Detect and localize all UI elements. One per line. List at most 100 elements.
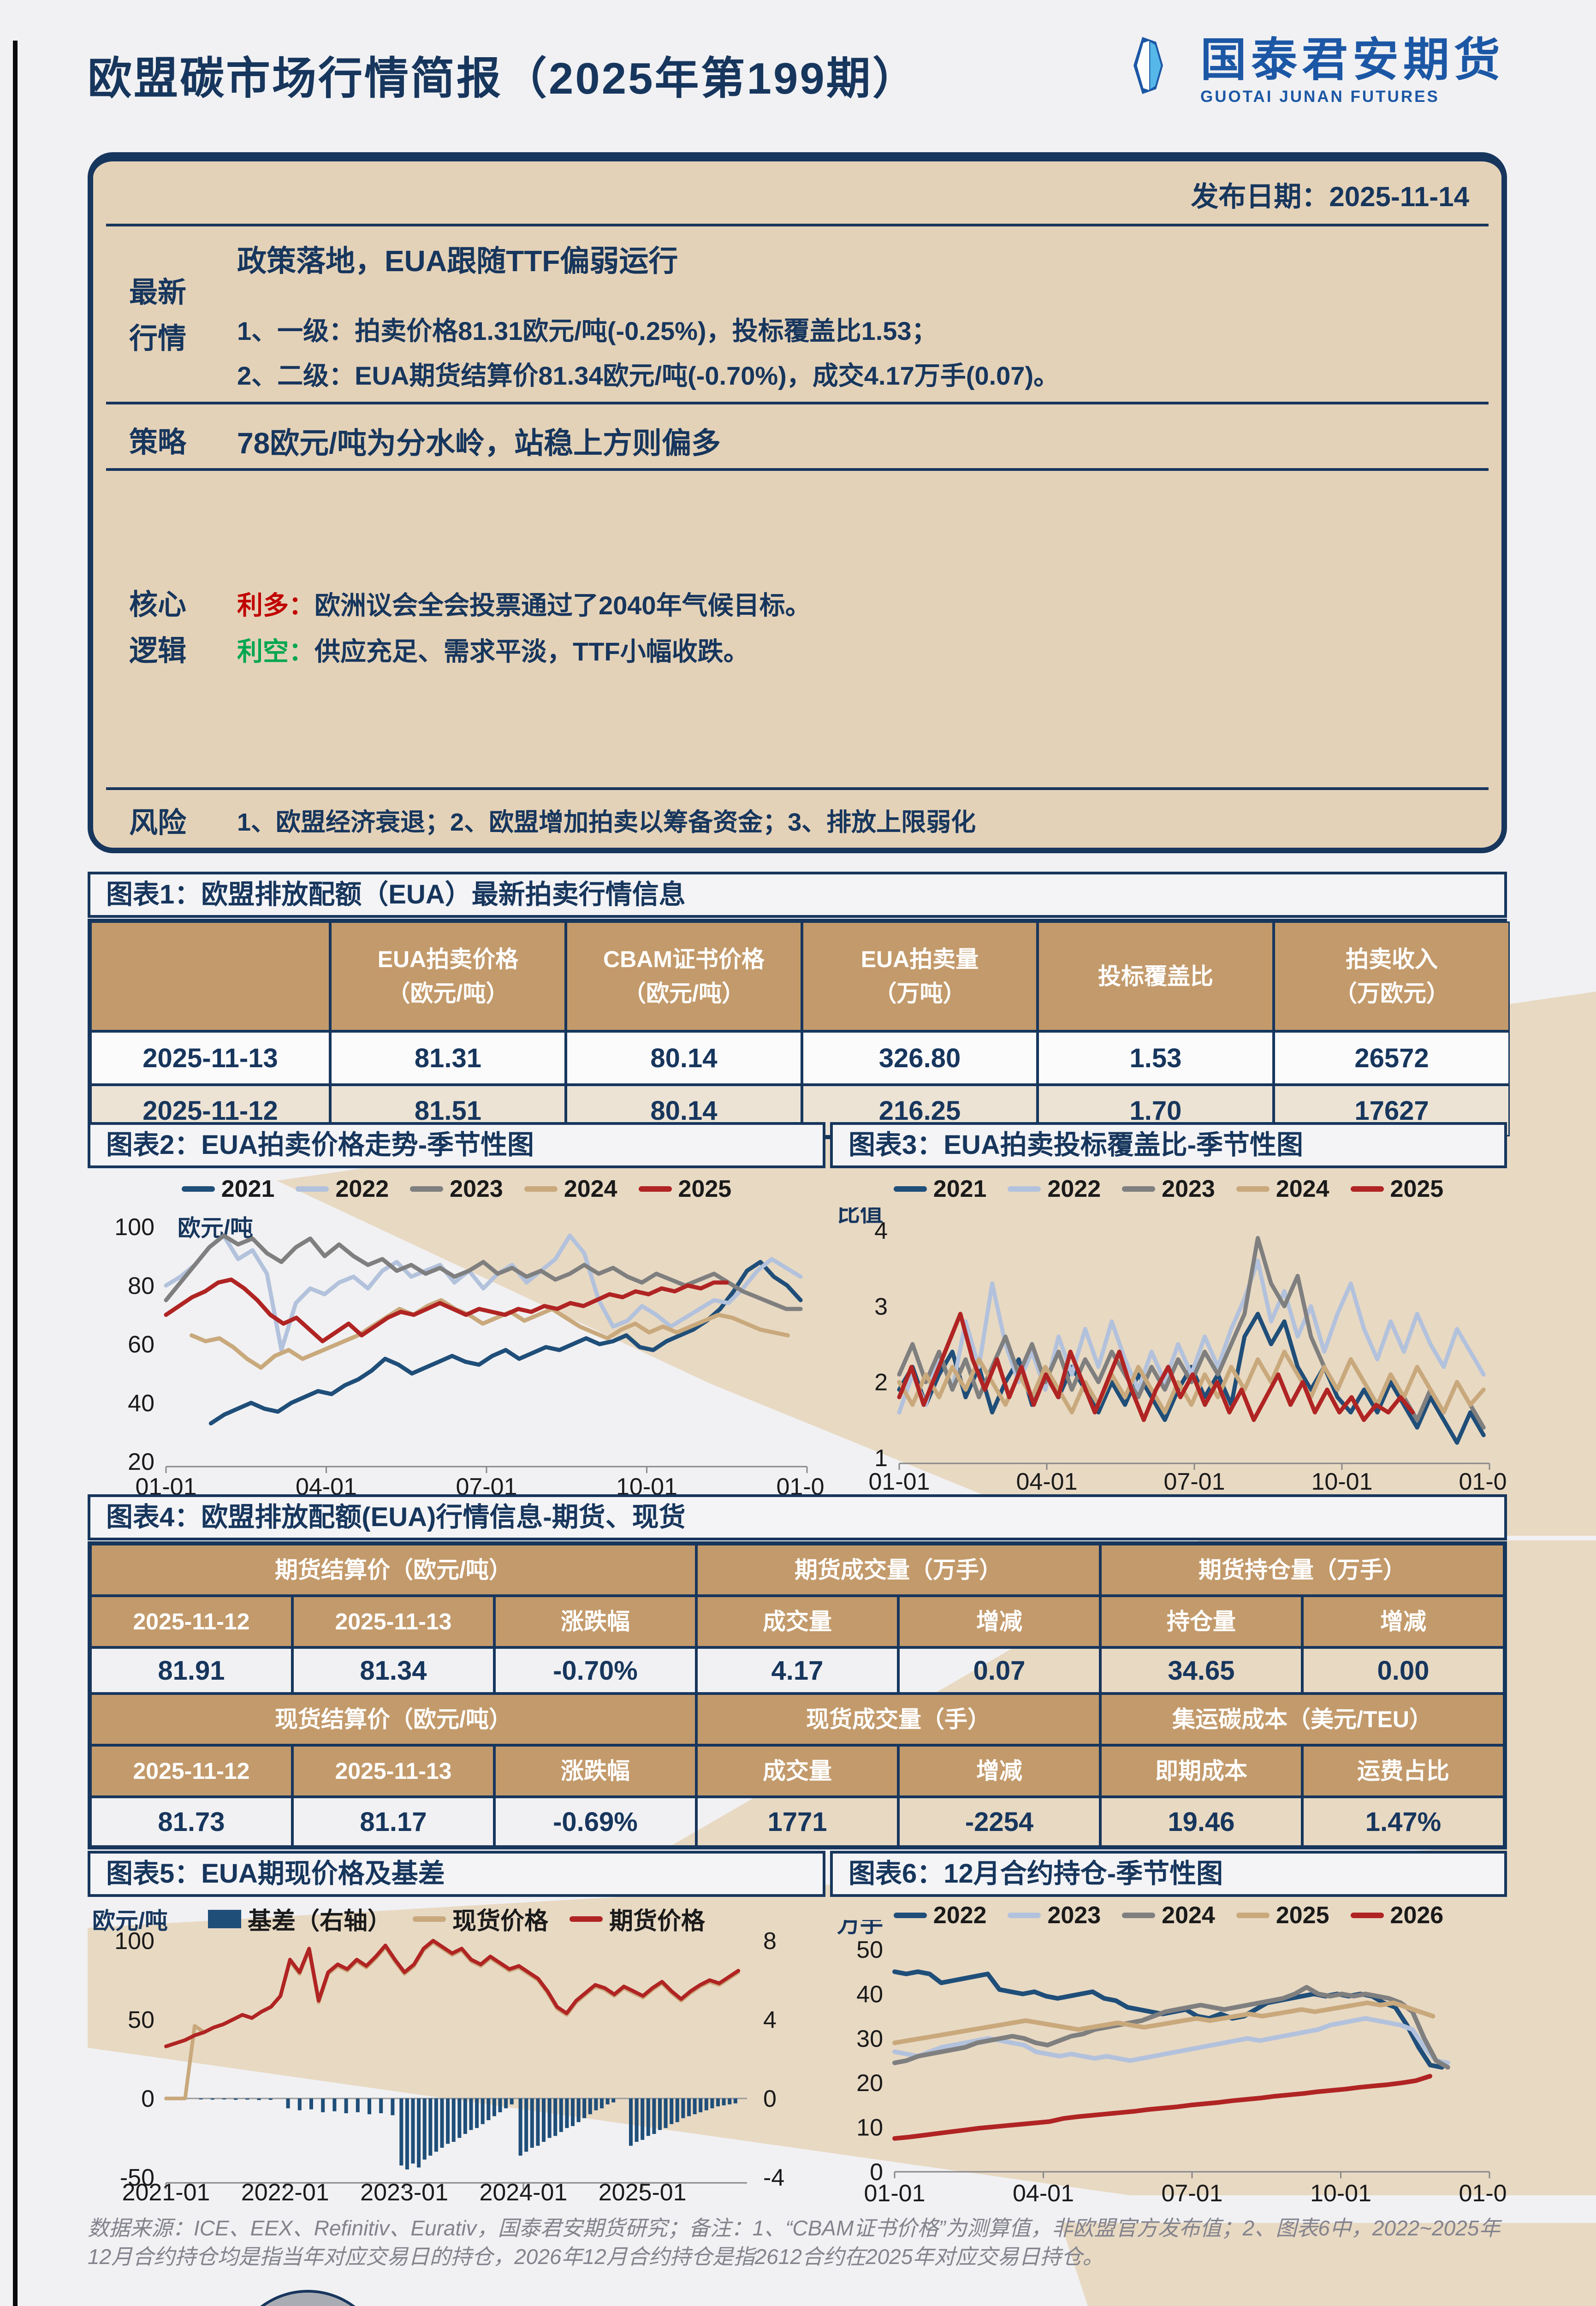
svg-text:0: 0: [141, 2086, 154, 2112]
bearish-text: 供应充足、需求平淡，TTF小幅收跌。: [314, 637, 749, 666]
table4-cell: 81.17: [292, 1797, 494, 1847]
table4-cell: 81.73: [90, 1797, 292, 1847]
svg-text:04-01: 04-01: [1013, 2180, 1074, 2207]
legend-item: 2026: [1350, 1902, 1444, 1929]
table4-group-header: 现货成交量（手）: [696, 1694, 1100, 1745]
table1-cell: 2025-11-13: [90, 1031, 330, 1085]
table1-header-cell: EUA拍卖量 （万吨）: [802, 921, 1038, 1031]
legend-swatch: [412, 1916, 446, 1922]
axis-unit-label: 欧元/吨: [92, 1908, 168, 1934]
legend-label: 2026: [1390, 1902, 1444, 1929]
strategy-label: 策略: [129, 427, 187, 458]
chart3-legend: 2021 2022 2023 2024 2025: [830, 1175, 1507, 1203]
legend-swatch: [893, 1913, 927, 1918]
legend-swatch: [1008, 1913, 1041, 1918]
legend-label: 2025: [678, 1176, 732, 1202]
chart5-legend: 欧元/吨 基差（右轴） 现货价格 期货价格: [88, 1902, 825, 1936]
svg-text:20: 20: [856, 2070, 883, 2097]
legend-swatch: [181, 1186, 215, 1192]
legend-swatch: [1350, 1186, 1384, 1192]
chart3-panel: 图表3：EUA拍卖投标覆盖比-季节性图 2021 2022 2023 2024 2025…: [830, 1122, 1507, 1533]
table4: 期货结算价（欧元/吨） 期货成交量（万手） 期货持仓量（万手） 2025-11-…: [88, 1541, 1507, 1849]
bullish-line: 利多：欧洲议会全会投票通过了2040年气候目标。: [237, 585, 811, 622]
legend-item: 期货价格: [570, 1902, 705, 1936]
legend-label: 2023: [450, 1176, 503, 1202]
svg-text:10-01: 10-01: [1311, 1468, 1373, 1495]
table4-group-header: 期货结算价（欧元/吨）: [90, 1544, 696, 1596]
table4-sub-header: 增减: [898, 1596, 1100, 1647]
page-edge-line: [13, 41, 18, 2306]
svg-text:4: 4: [874, 1218, 888, 1244]
svg-text:-4: -4: [763, 2164, 784, 2191]
divider: [106, 402, 1489, 404]
table4-sub-header: 持仓量: [1100, 1596, 1302, 1647]
table4-sub-header: 增减: [898, 1745, 1100, 1797]
svg-text:20: 20: [128, 1449, 154, 1475]
table4-sub-header: 2025-11-12: [90, 1596, 292, 1647]
chart2-panel: 图表2：EUA拍卖价格走势-季节性图 2021 2022 2023 2024 2025 …: [88, 1122, 825, 1533]
legend-label: 期货价格: [609, 1908, 706, 1935]
table1-cell: 1.53: [1038, 1031, 1274, 1085]
legend-label: 2024: [1276, 1176, 1329, 1202]
table4-cell: 1771: [696, 1797, 898, 1847]
chart2-title: 图表2：EUA拍卖价格走势-季节性图: [88, 1122, 825, 1168]
table4-sub-header: 成交量: [696, 1745, 898, 1797]
legend-label: 2023: [1047, 1902, 1101, 1929]
latest-line-2: 2、二级：EUA期货结算价81.34欧元/吨(-0.70%)，成交4.17万手(…: [237, 361, 1060, 390]
table4-group-header: 集运碳成本（美元/TEU）: [1100, 1694, 1504, 1745]
legend-item: 2023: [410, 1175, 503, 1203]
legend-item: 2022: [893, 1902, 987, 1929]
svg-text:2: 2: [874, 1369, 888, 1396]
table4-sub-header: 2025-11-13: [292, 1596, 494, 1647]
legend-swatch: [1122, 1913, 1156, 1918]
svg-text:0: 0: [763, 2086, 777, 2112]
svg-text:2022-01: 2022-01: [241, 2179, 329, 2206]
core-logic-label: 核心 逻辑: [129, 589, 187, 667]
table4-group-header: 现货结算价（欧元/吨）: [90, 1694, 696, 1745]
legend-label: 基差（右轴）: [247, 1908, 392, 1935]
table1-title: 图表1：欧盟排放配额（EUA）最新拍卖行情信息: [88, 872, 1507, 918]
svg-text:40: 40: [128, 1390, 154, 1417]
bearish-label: 利空：: [237, 637, 314, 666]
divider: [106, 468, 1489, 471]
legend-label: 2024: [564, 1176, 617, 1202]
svg-text:2025-01: 2025-01: [599, 2179, 687, 2206]
table4-cell: 19.46: [1100, 1797, 1302, 1847]
legend-swatch: [524, 1186, 558, 1192]
chart3-title: 图表3：EUA拍卖投标覆盖比-季节性图: [830, 1122, 1507, 1168]
chart5-canvas: 100 50 0 -50 8 4 0 -4 2021-01 2022-01 2023-01 2024-…: [88, 1920, 825, 2224]
svg-text:8: 8: [763, 1928, 777, 1955]
bullish-label: 利多：: [237, 591, 314, 620]
legend-swatch: [1350, 1913, 1384, 1918]
table4-cell: 34.65: [1100, 1647, 1302, 1694]
svg-text:-50: -50: [120, 2164, 154, 2191]
legend-label: 2023: [1162, 1176, 1215, 1202]
table4-cell: 81.34: [292, 1647, 494, 1694]
chart5-panel: 图表5：EUA期现价格及基差 欧元/吨 基差（右轴） 现货价格 期货价格 100 50 0…: [88, 1851, 825, 2234]
table1-header-cell: EUA拍卖价格 （欧元/吨）: [330, 921, 566, 1031]
table4-cell-change: -0.69%: [494, 1797, 696, 1847]
table4-cell: 4.17: [696, 1647, 898, 1694]
table1-header-cell: CBAM证书价格 （欧元/吨）: [566, 921, 802, 1031]
brand-name-en: GUOTAI JUNAN FUTURES: [1200, 88, 1440, 106]
latest-headline: 政策落地，EUA跟随TTF偏弱运行: [237, 244, 678, 278]
svg-text:80: 80: [128, 1272, 154, 1299]
svg-text:10-01: 10-01: [1310, 2180, 1371, 2207]
brand-logo-icon: [1133, 37, 1163, 94]
table4-cell: 0.07: [898, 1647, 1100, 1694]
legend-label: 2025: [1390, 1176, 1444, 1202]
legend-item: 2023: [1008, 1902, 1101, 1929]
page-title: 欧盟碳市场行情简报（2025年第199期）: [88, 54, 919, 103]
legend-label: 2022: [933, 1902, 987, 1929]
svg-text:50: 50: [856, 1937, 883, 1963]
svg-text:2024-01: 2024-01: [479, 2179, 567, 2206]
legend-swatch: [1236, 1913, 1270, 1918]
legend-swatch: [410, 1186, 444, 1192]
legend-item: 2025: [1350, 1175, 1444, 1203]
svg-text:60: 60: [128, 1331, 154, 1358]
latest-line-1: 1、一级：拍卖价格81.31欧元/吨(-0.25%)，投标覆盖比1.53；: [237, 316, 937, 345]
bullish-text: 欧洲议会全会投票通过了2040年气候目标。: [314, 591, 811, 620]
svg-text:07-01: 07-01: [1162, 2180, 1223, 2207]
legend-item: 2024: [1122, 1902, 1215, 1929]
svg-text:01-01: 01-01: [864, 2180, 926, 2207]
